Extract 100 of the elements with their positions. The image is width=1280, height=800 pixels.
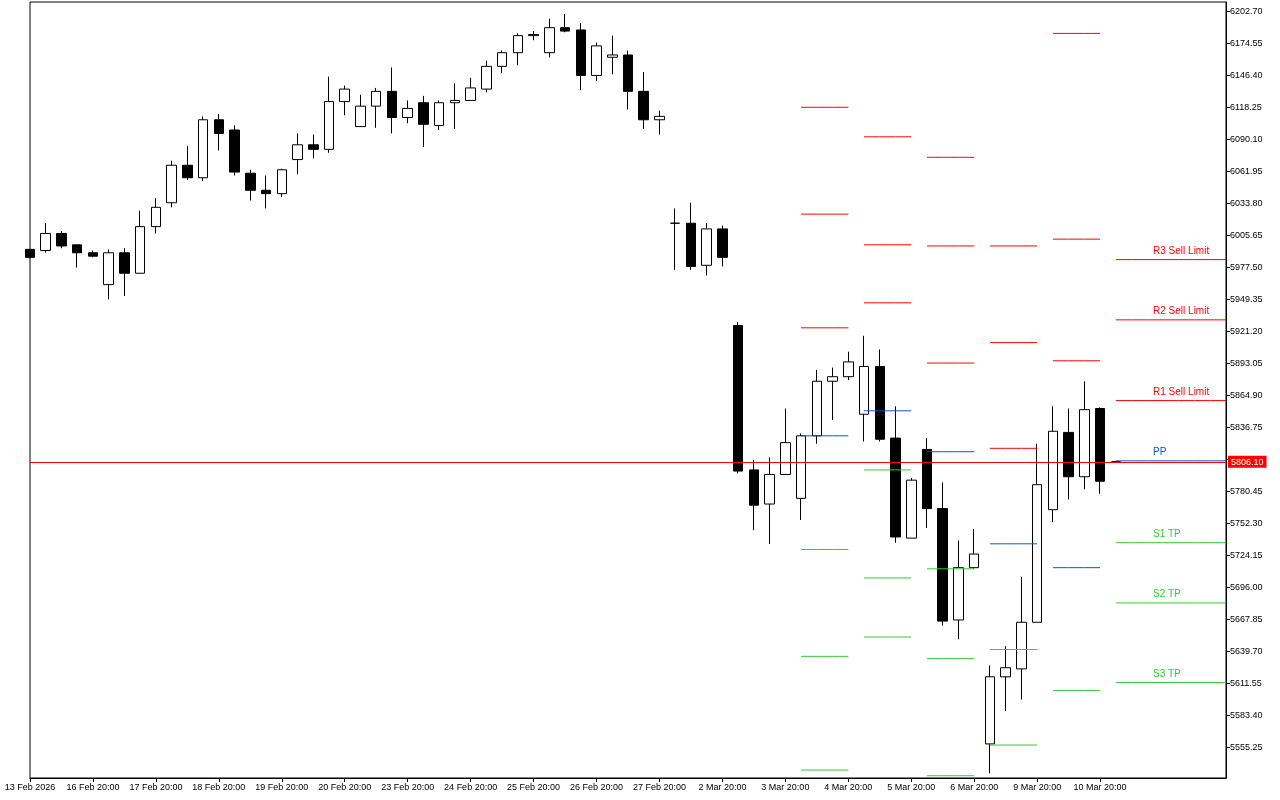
candlestick bbox=[245, 169, 256, 201]
candlestick bbox=[875, 348, 885, 442]
series-label: R2 Sell Limit bbox=[1153, 305, 1210, 317]
x-tick-label: 25 Feb 20:00 bbox=[507, 781, 561, 792]
y-tick-label: 6118.25 bbox=[1230, 101, 1262, 112]
candlestick bbox=[387, 66, 397, 134]
candlestick bbox=[481, 60, 492, 93]
candlestick bbox=[308, 134, 319, 159]
candlestick bbox=[638, 71, 649, 130]
x-tick-label: 27 Feb 20:00 bbox=[632, 781, 686, 792]
y-tick-label: 5977.50 bbox=[1230, 261, 1263, 272]
candlestick bbox=[623, 49, 633, 111]
y-tick-label: 5611.55 bbox=[1230, 678, 1262, 689]
candlestick bbox=[1048, 405, 1058, 523]
candlestick bbox=[1032, 443, 1042, 623]
y-tick-label: 6174.55 bbox=[1230, 37, 1263, 48]
candlestick bbox=[371, 87, 381, 129]
y-tick-label: 6033.80 bbox=[1230, 197, 1263, 208]
candlestick bbox=[418, 95, 429, 148]
y-tick-label: 5724.15 bbox=[1230, 550, 1263, 561]
y-tick-label: 5696.00 bbox=[1230, 582, 1263, 593]
candlestick bbox=[1079, 380, 1090, 490]
candlestick bbox=[497, 49, 507, 74]
y-tick-label: 5667.85 bbox=[1230, 614, 1263, 625]
candlestick bbox=[859, 335, 869, 442]
y-tick-label: 6090.10 bbox=[1230, 133, 1263, 144]
candlestick bbox=[324, 76, 334, 154]
candlestick bbox=[922, 437, 932, 529]
candlestick bbox=[670, 207, 680, 271]
candlestick bbox=[465, 77, 476, 101]
candlestick bbox=[214, 113, 224, 151]
candlestick bbox=[686, 202, 696, 271]
x-tick-label: 4 Mar 20:00 bbox=[824, 781, 873, 792]
y-tick-label: 6202.70 bbox=[1230, 5, 1263, 16]
candlestick bbox=[261, 174, 271, 209]
candlestick bbox=[119, 247, 130, 297]
candlestick bbox=[1016, 576, 1027, 701]
candlestick bbox=[103, 248, 114, 300]
candlestick bbox=[1000, 645, 1011, 712]
candlestick bbox=[764, 456, 775, 545]
candlestick bbox=[780, 408, 791, 475]
candlestick bbox=[701, 222, 712, 277]
candlestick bbox=[40, 222, 51, 254]
x-tick-label: 18 Feb 20:00 bbox=[192, 781, 246, 792]
candlestick bbox=[1063, 408, 1074, 500]
candlestick bbox=[654, 110, 665, 136]
candlestick bbox=[56, 230, 67, 249]
candlestick bbox=[182, 145, 193, 181]
candlestick bbox=[733, 321, 743, 474]
series-label: R1 Sell Limit bbox=[1153, 386, 1210, 398]
candlestick bbox=[969, 528, 979, 570]
candlestick bbox=[953, 539, 964, 640]
candlestick bbox=[560, 13, 570, 33]
x-tick-label: 6 Mar 20:00 bbox=[950, 781, 999, 792]
candlestick bbox=[402, 99, 413, 124]
series-label: R3 Sell Limit bbox=[1153, 245, 1210, 257]
candlestick bbox=[229, 124, 240, 176]
candlestick bbox=[450, 82, 460, 130]
candlestick bbox=[277, 168, 287, 198]
x-tick-label: 16 Feb 20:00 bbox=[66, 781, 120, 792]
series-label: PP bbox=[1153, 446, 1167, 458]
series-label: S3 TP bbox=[1153, 668, 1181, 680]
candlestick bbox=[292, 132, 303, 175]
y-tick-label: 5555.25 bbox=[1230, 742, 1263, 753]
candlestick bbox=[843, 351, 854, 381]
candlestick bbox=[88, 250, 98, 258]
y-tick-label: 5752.30 bbox=[1230, 518, 1263, 529]
y-tick-label: 5893.05 bbox=[1230, 358, 1263, 368]
x-tick-label: 19 Feb 20:00 bbox=[255, 781, 309, 792]
candlestick bbox=[513, 32, 523, 66]
x-tick-label: 17 Feb 20:00 bbox=[129, 781, 183, 792]
x-tick-label: 23 Feb 20:00 bbox=[381, 781, 435, 792]
y-tick-label: 5949.35 bbox=[1230, 294, 1263, 304]
candlestick bbox=[717, 225, 728, 267]
y-tick-label: 5780.45 bbox=[1230, 486, 1263, 497]
candlestick bbox=[528, 30, 539, 41]
candlestick bbox=[812, 369, 822, 445]
candlestick bbox=[544, 18, 555, 58]
series-label: S1 TP bbox=[1153, 528, 1181, 540]
y-tick-label: 6061.95 bbox=[1230, 165, 1263, 176]
y-tick-label: 5836.75 bbox=[1230, 422, 1263, 432]
candlestick bbox=[135, 210, 145, 274]
x-tick-label: 13 Feb 2026 bbox=[4, 781, 56, 792]
x-tick-label: 10 Mar 20:00 bbox=[1073, 781, 1127, 792]
x-tick-label: 3 Mar 20:00 bbox=[761, 781, 810, 792]
candlestick bbox=[166, 160, 177, 208]
x-tick-label: 20 Feb 20:00 bbox=[318, 781, 372, 792]
x-tick-label: 24 Feb 20:00 bbox=[444, 781, 498, 792]
candlestick bbox=[1095, 406, 1105, 495]
x-tick-label: 5 Mar 20:00 bbox=[887, 781, 936, 792]
candlestick bbox=[890, 405, 901, 544]
y-tick-label: 6146.40 bbox=[1230, 69, 1263, 80]
x-tick-label: 9 Mar 20:00 bbox=[1013, 781, 1062, 792]
candlestick bbox=[434, 99, 444, 131]
candlestick bbox=[749, 459, 759, 531]
candlestick bbox=[339, 85, 350, 116]
y-tick-label: 5864.90 bbox=[1230, 390, 1263, 400]
x-tick-label: 26 Feb 20:00 bbox=[570, 781, 624, 792]
candlestick bbox=[607, 35, 618, 75]
series-label: S2 TP bbox=[1153, 588, 1181, 600]
